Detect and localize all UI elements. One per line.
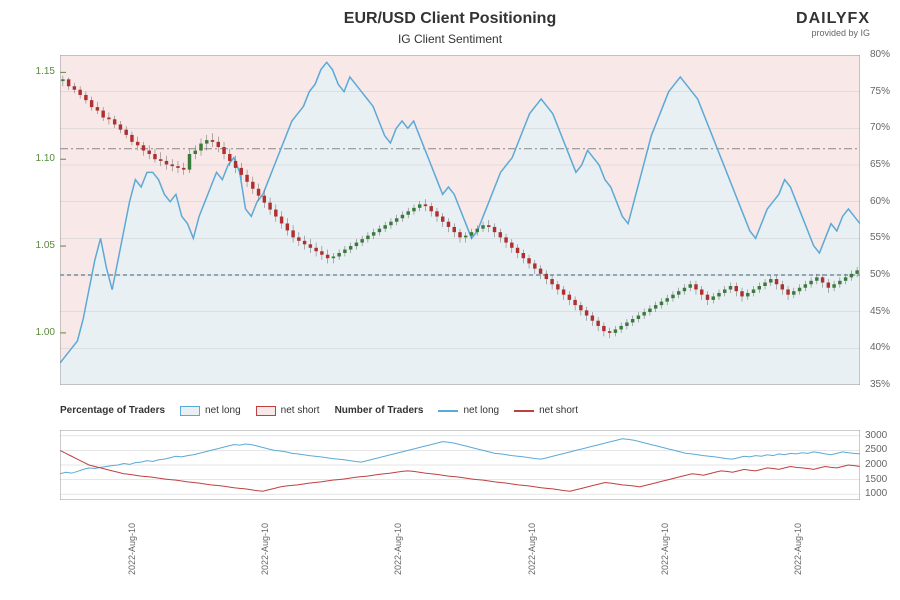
- y-right-tick: 40%: [870, 342, 895, 353]
- legend-netshort-pct: net short: [256, 405, 320, 416]
- legend-text-long2: net long: [463, 405, 499, 416]
- x-tick: 2022-Aug-10: [660, 523, 670, 575]
- logo-sub: provided by IG: [796, 28, 870, 38]
- x-tick: 2022-Aug-10: [393, 523, 403, 575]
- x-tick: 2022-Aug-10: [127, 523, 137, 575]
- y-left-tick: 1.05: [25, 240, 55, 251]
- logo-main: DAILYFX: [796, 10, 870, 28]
- lower-chart: [60, 430, 860, 500]
- legend: Percentage of Traders net long net short…: [60, 405, 860, 416]
- y-right-tick: 50%: [870, 269, 895, 280]
- chart-container: EUR/USD Client Positioning IG Client Sen…: [0, 0, 900, 600]
- pct-traders-label: Percentage of Traders: [60, 405, 165, 416]
- legend-text-long: net long: [205, 405, 241, 416]
- chart-subtitle: IG Client Sentiment: [398, 32, 502, 46]
- logo: DAILYFX provided by IG: [796, 10, 870, 38]
- main-chart: [60, 55, 860, 385]
- legend-box-short: [256, 406, 276, 416]
- y-lower-tick: 2500: [865, 444, 895, 455]
- y-left-tick: 1.10: [25, 153, 55, 164]
- y-right-tick: 60%: [870, 196, 895, 207]
- y-right-tick: 55%: [870, 232, 895, 243]
- x-tick: 2022-Aug-10: [527, 523, 537, 575]
- legend-text-short2: net short: [539, 405, 578, 416]
- legend-line-short: [514, 410, 534, 412]
- y-lower-tick: 1500: [865, 474, 895, 485]
- y-lower-tick: 2000: [865, 459, 895, 470]
- y-left-tick: 1.00: [25, 327, 55, 338]
- x-tick: 2022-Aug-10: [260, 523, 270, 575]
- y-right-tick: 65%: [870, 159, 895, 170]
- legend-netlong-num: net long: [438, 405, 499, 416]
- y-left-tick: 1.15: [25, 66, 55, 77]
- legend-netlong-pct: net long: [180, 405, 241, 416]
- x-tick: 2022-Aug-10: [793, 523, 803, 575]
- y-right-tick: 75%: [870, 86, 895, 97]
- y-right-tick: 35%: [870, 379, 895, 390]
- legend-text-short: net short: [281, 405, 320, 416]
- legend-line-long: [438, 410, 458, 412]
- legend-box-long: [180, 406, 200, 416]
- y-right-tick: 80%: [870, 49, 895, 60]
- num-traders-label: Number of Traders: [335, 405, 424, 416]
- y-right-tick: 45%: [870, 306, 895, 317]
- legend-netshort-num: net short: [514, 405, 578, 416]
- y-lower-tick: 3000: [865, 430, 895, 441]
- chart-title: EUR/USD Client Positioning: [344, 10, 556, 28]
- y-right-tick: 70%: [870, 122, 895, 133]
- y-lower-tick: 1000: [865, 488, 895, 499]
